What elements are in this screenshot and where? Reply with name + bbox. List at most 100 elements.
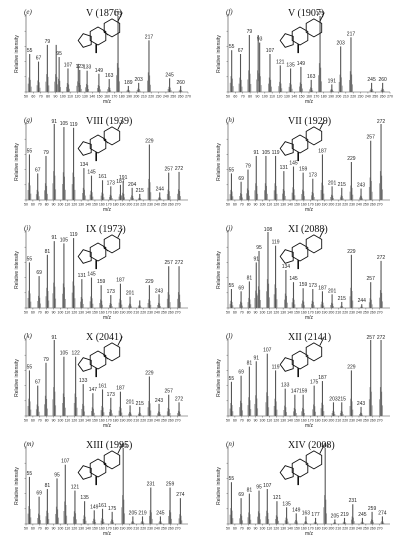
x-tick-label: 200 — [336, 95, 342, 99]
x-tick-label: 160 — [306, 95, 312, 99]
x-axis-title: m/z — [103, 423, 112, 429]
x-tick-label: 80 — [45, 311, 49, 315]
peak-label: 145 — [289, 161, 298, 167]
x-tick-label: 110 — [267, 527, 273, 531]
x-tick-label: 250 — [363, 527, 369, 531]
x-tick-label: 90 — [54, 95, 58, 99]
x-tick-label: 190 — [120, 527, 126, 531]
spectrum-panel: 50 60 70 80 90 100 110 120 130 140 150 160 170 180 190… — [216, 224, 390, 321]
x-tick-label: 170 — [308, 203, 314, 207]
panel-letter: (f) — [226, 8, 233, 16]
peak-label: 95 — [54, 472, 60, 478]
peak-label: 201 — [126, 399, 135, 405]
peak-label: 274 — [176, 492, 185, 498]
x-tick-label: 170 — [106, 419, 112, 423]
panel-letter: (j) — [226, 224, 233, 232]
x-tick-label: 140 — [85, 311, 91, 315]
peak-label: 149 — [292, 507, 301, 513]
x-tick-label: 190 — [322, 311, 328, 315]
x-tick-label: 110 — [65, 419, 71, 423]
peak-label: 123 — [76, 64, 85, 70]
peak-label: 91 — [51, 335, 57, 341]
peak-label: 243 — [357, 401, 366, 407]
molecule-structure — [77, 228, 123, 270]
x-tick-label: 250 — [161, 527, 167, 531]
x-tick-label: 130 — [78, 527, 84, 531]
peak-label: 244 — [358, 298, 367, 304]
molecule-structure — [279, 336, 325, 378]
peak-label: 229 — [347, 364, 356, 370]
x-tick-label: 60 — [233, 311, 237, 315]
peak-label: 191 — [328, 78, 337, 84]
x-tick-label: 200 — [328, 419, 334, 423]
molecule-structure — [77, 120, 123, 162]
x-tick-label: 130 — [280, 419, 286, 423]
peak-label: 201 — [328, 288, 337, 294]
x-tick-label: 180 — [113, 203, 119, 207]
x-tick-label: 240 — [154, 527, 160, 531]
peak-label: 133 — [281, 383, 290, 389]
x-tick-label: 200 — [134, 95, 140, 99]
x-tick-label: 60 — [31, 311, 35, 315]
spectrum-panel: 50 60 70 80 90 100 110 120 130 140 150 160 170 180 190… — [216, 8, 393, 105]
peak-label: 107 — [64, 62, 73, 68]
peak-label: 272 — [175, 166, 184, 172]
peak-label: 79 — [45, 39, 51, 45]
x-tick-label: 140 — [85, 527, 91, 531]
x-tick-label: 140 — [89, 95, 95, 99]
panel-letter: (i) — [24, 224, 31, 232]
x-tick-label: 270 — [377, 311, 383, 315]
peak-label: 55 — [229, 476, 235, 482]
x-tick-label: 140 — [287, 419, 293, 423]
x-tick-label: 90 — [254, 527, 258, 531]
x-tick-label: 220 — [350, 95, 356, 99]
x-tick-label: 210 — [133, 311, 139, 315]
x-tick-label: 70 — [241, 95, 245, 99]
peak-label: 107 — [266, 48, 275, 54]
peak-label: 215 — [136, 188, 145, 194]
peak-label: 69 — [238, 492, 244, 498]
peak-label: 107 — [263, 483, 272, 489]
x-tick-label: 60 — [31, 527, 35, 531]
peak-label: 175 — [108, 506, 117, 512]
peak-label: 257 — [165, 260, 174, 266]
spectrum-panel: 50 60 70 80 90 100 110 120 130 140 150 160 170 180 190… — [14, 440, 188, 537]
x-tick-label: 100 — [260, 311, 266, 315]
peak-label: 215 — [338, 396, 347, 402]
panel-title: IX (1973) — [86, 224, 126, 235]
x-tick-label: 120 — [273, 527, 279, 531]
peak-label: 244 — [156, 186, 165, 192]
x-tick-label: 230 — [147, 419, 153, 423]
peak-label: 91 — [51, 235, 57, 241]
panel-title: XI (2088) — [288, 224, 328, 235]
molecule-structure — [77, 12, 123, 54]
x-tick-label: 270 — [175, 419, 181, 423]
x-tick-label: 50 — [226, 95, 230, 99]
peak-label: 203 — [336, 40, 345, 46]
x-tick-label: 120 — [71, 311, 77, 315]
peak-label: 163 — [302, 510, 311, 516]
x-tick-label: 230 — [349, 203, 355, 207]
x-tick-label: 160 — [99, 203, 105, 207]
x-tick-label: 260 — [168, 203, 174, 207]
peak-label: 79 — [43, 150, 49, 156]
peak-label: 173 — [309, 283, 318, 289]
peak-label: 119 — [272, 150, 280, 156]
panel-letter: (g) — [24, 116, 33, 124]
x-tick-label: 100 — [262, 95, 268, 99]
x-tick-label: 70 — [38, 527, 42, 531]
peak-label: 69 — [238, 176, 244, 182]
x-tick-label: 90 — [256, 95, 260, 99]
peak-label: 187 — [116, 386, 125, 392]
x-tick-label: 90 — [52, 419, 56, 423]
peak-label: 134 — [282, 264, 291, 270]
spectrum-panel: 50 60 70 80 90 100 110 120 130 140 150 160 170 180 190… — [14, 8, 191, 105]
x-tick-label: 160 — [301, 527, 307, 531]
y-axis-title: Relative intensity — [14, 35, 20, 73]
x-tick-label: 190 — [322, 527, 328, 531]
peak-label: 243 — [155, 398, 164, 404]
peak-label: 159 — [299, 167, 308, 173]
x-tick-label: 140 — [85, 203, 91, 207]
y-axis-title: Relative intensity — [14, 359, 20, 397]
x-tick-label: 230 — [147, 527, 153, 531]
